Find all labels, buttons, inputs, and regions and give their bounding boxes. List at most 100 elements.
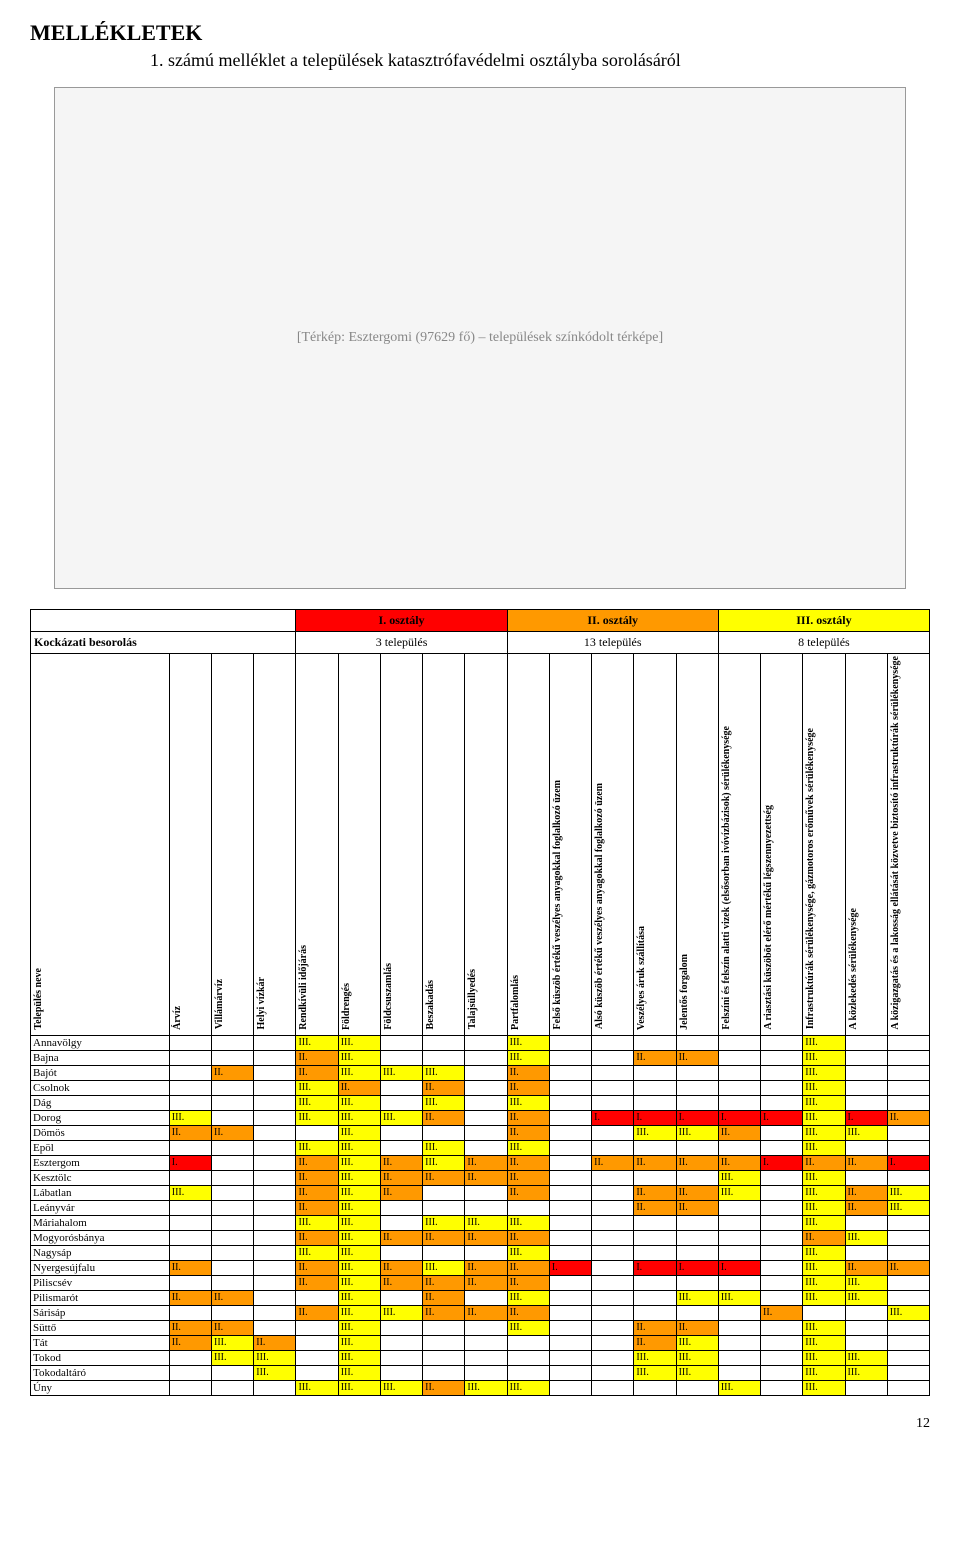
risk-cell: [761, 1290, 803, 1305]
risk-cell: III.: [803, 1290, 845, 1305]
risk-cell: [296, 1335, 338, 1350]
risk-cell: [212, 1365, 254, 1380]
risk-cell: [254, 1320, 296, 1335]
risk-cell: [212, 1305, 254, 1320]
risk-cell: [549, 1185, 591, 1200]
risk-cell: [465, 1335, 507, 1350]
risk-cell: III.: [634, 1125, 676, 1140]
col-header-4: Rendkívüli időjárás: [296, 654, 338, 1036]
subtitle: 1. számú melléklet a települések kataszt…: [150, 50, 930, 71]
risk-cell: [761, 1215, 803, 1230]
risk-cell: III.: [803, 1035, 845, 1050]
risk-cell: [718, 1305, 760, 1320]
risk-cell: II.: [212, 1065, 254, 1080]
risk-cell: [423, 1185, 465, 1200]
risk-cell: [845, 1140, 887, 1155]
risk-cell: [254, 1095, 296, 1110]
risk-cell: [592, 1275, 634, 1290]
risk-cell: III.: [845, 1290, 887, 1305]
col-header-label: Helyi vízkár: [256, 977, 267, 1030]
class-I-label: I. osztály: [296, 610, 507, 632]
risk-cell: III.: [887, 1185, 929, 1200]
risk-cell: [676, 1305, 718, 1320]
risk-cell: [592, 1380, 634, 1395]
risk-cell: III.: [338, 1335, 380, 1350]
risk-cell: [465, 1110, 507, 1125]
col-header-label: Felső küszöb értékű veszélyes anyagokkal…: [552, 780, 563, 1029]
risk-cell: [549, 1170, 591, 1185]
risk-cell: [465, 1245, 507, 1260]
risk-cell: [423, 1245, 465, 1260]
risk-cell: [718, 1230, 760, 1245]
risk-cell: II.: [887, 1260, 929, 1275]
risk-cell: III.: [634, 1350, 676, 1365]
risk-cell: I.: [549, 1260, 591, 1275]
risk-cell: III.: [803, 1260, 845, 1275]
col-header-label: Villámárvíz: [214, 979, 225, 1029]
risk-cell: II.: [507, 1080, 549, 1095]
risk-cell: [465, 1350, 507, 1365]
risk-cell: II.: [465, 1230, 507, 1245]
row-name: Tokod: [31, 1350, 170, 1365]
risk-cell: [718, 1245, 760, 1260]
risk-cell: III.: [423, 1215, 465, 1230]
risk-cell: [423, 1320, 465, 1335]
risk-cell: II.: [803, 1230, 845, 1245]
risk-cell: III.: [338, 1035, 380, 1050]
risk-cell: [634, 1095, 676, 1110]
risk-cell: III.: [887, 1200, 929, 1215]
risk-cell: [845, 1170, 887, 1185]
risk-cell: I.: [761, 1155, 803, 1170]
risk-cell: III.: [380, 1305, 422, 1320]
risk-cell: [254, 1185, 296, 1200]
row-name: Mogyorósbánya: [31, 1230, 170, 1245]
risk-cell: [761, 1200, 803, 1215]
risk-cell: [254, 1305, 296, 1320]
risk-cell: II.: [634, 1320, 676, 1335]
risk-cell: [761, 1065, 803, 1080]
risk-cell: II.: [676, 1050, 718, 1065]
risk-cell: I.: [592, 1110, 634, 1125]
risk-cell: [761, 1380, 803, 1395]
column-header-row: Település neveÁrvízVillámárvízHelyi vízk…: [31, 654, 930, 1036]
risk-cell: III.: [296, 1080, 338, 1095]
risk-cell: II.: [634, 1155, 676, 1170]
risk-cell: [676, 1215, 718, 1230]
risk-cell: [549, 1095, 591, 1110]
risk-cell: III.: [718, 1185, 760, 1200]
risk-cell: III.: [803, 1185, 845, 1200]
risk-cell: [592, 1050, 634, 1065]
risk-cell: III.: [676, 1365, 718, 1380]
risk-cell: III.: [338, 1350, 380, 1365]
table-row: DágIII.III.III.III.III.: [31, 1095, 930, 1110]
risk-cell: [254, 1110, 296, 1125]
risk-cell: II.: [423, 1170, 465, 1185]
risk-cell: [212, 1035, 254, 1050]
risk-cell: [761, 1365, 803, 1380]
risk-cell: [169, 1365, 211, 1380]
table-row: ÚnyIII.III.III.II.III.III.III.III.: [31, 1380, 930, 1395]
risk-cell: [634, 1080, 676, 1095]
risk-cell: III.: [507, 1050, 549, 1065]
col-header-label: Rendkívüli időjárás: [298, 945, 309, 1030]
risk-cell: [169, 1245, 211, 1260]
risk-cell: III.: [338, 1050, 380, 1065]
risk-cell: II.: [592, 1155, 634, 1170]
risk-cell: [507, 1200, 549, 1215]
risk-cell: III.: [338, 1110, 380, 1125]
risk-cell: III.: [803, 1380, 845, 1395]
risk-cell: [549, 1230, 591, 1245]
table-row: NagysápIII.III.III.III.: [31, 1245, 930, 1260]
risk-cell: [254, 1275, 296, 1290]
risk-cell: III.: [803, 1140, 845, 1155]
risk-cell: [380, 1290, 422, 1305]
table-row: AnnavölgyIII.III.III.III.: [31, 1035, 930, 1050]
row-name: Csolnok: [31, 1080, 170, 1095]
risk-cell: [845, 1065, 887, 1080]
risk-cell: III.: [423, 1155, 465, 1170]
table-row: KesztölcII.III.II.II.II.II.III.III.: [31, 1170, 930, 1185]
risk-cell: [549, 1350, 591, 1365]
risk-cell: [592, 1230, 634, 1245]
risk-cell: I.: [634, 1260, 676, 1275]
risk-cell: II.: [296, 1170, 338, 1185]
